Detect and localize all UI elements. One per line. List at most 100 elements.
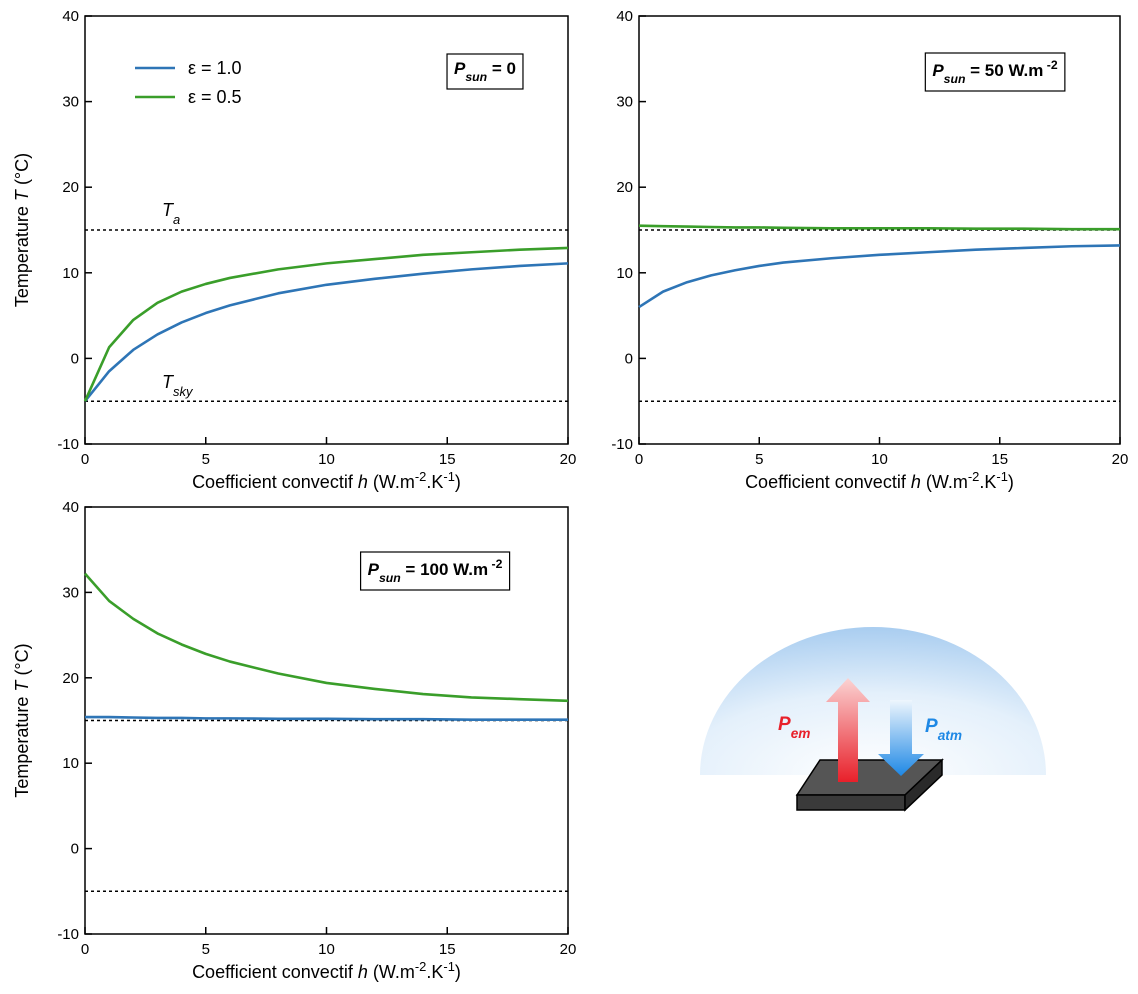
y-tick-label: 10	[616, 265, 633, 282]
y-tick-label: 0	[71, 350, 79, 367]
x-tick-label: 0	[635, 451, 643, 468]
x-tick-label: 5	[755, 451, 763, 468]
text-part: sky	[173, 384, 194, 399]
text-part: h	[358, 962, 368, 982]
text-part: = 0	[487, 59, 516, 78]
y-axis-label: Temperature T (°C)	[12, 153, 32, 307]
plate-side	[904, 758, 943, 812]
text-part: T	[12, 188, 32, 201]
text-part: T	[162, 372, 175, 392]
annotation: Psun = 100 W.m -2	[368, 557, 503, 585]
x-tick-label: 5	[202, 451, 210, 468]
x-tick-label: 5	[202, 941, 210, 958]
y-tick-label: -10	[57, 436, 79, 453]
series-line	[638, 244, 1121, 309]
diagram-label: Pem	[778, 714, 810, 741]
y-tick-label: 30	[616, 94, 633, 111]
text-part: .K	[979, 472, 996, 492]
x-tick-label: 10	[318, 451, 335, 468]
text-part: sun	[465, 70, 487, 84]
text-part: P	[368, 560, 380, 579]
text-part: a	[173, 212, 180, 227]
text-part: Temperature	[12, 201, 32, 307]
annotation: Psun = 50 W.m -2	[932, 58, 1058, 86]
legend-label: ε = 0.5	[188, 87, 242, 107]
y-tick-label: 0	[71, 841, 79, 858]
y-tick-label: -10	[611, 436, 633, 453]
atmosphere-arrow	[878, 700, 924, 776]
text-part: Temperature	[12, 692, 32, 798]
y-tick-label: 10	[62, 755, 79, 772]
x-tick-label: 15	[439, 941, 456, 958]
plate-front	[796, 794, 906, 811]
series-line	[83, 246, 569, 402]
text-part: .K	[426, 962, 443, 982]
x-axis-label: Coefficient convectif h (W.m-2.K-1)	[745, 469, 1014, 493]
y-tick-label: 10	[62, 265, 79, 282]
text-part: T	[12, 679, 32, 692]
text-part: atm	[938, 728, 962, 743]
text-part: )	[1008, 472, 1014, 492]
series-line	[638, 224, 1120, 231]
annotation-box	[924, 52, 1066, 92]
text-part: (W.m	[368, 472, 415, 492]
text-part: P	[778, 714, 791, 735]
y-tick-label: 30	[62, 94, 79, 111]
y-tick-label: 30	[62, 584, 79, 601]
text-part: -2	[415, 959, 427, 974]
text-part: .K	[426, 472, 443, 492]
diagram	[700, 627, 1046, 812]
text-part: em	[791, 726, 811, 741]
y-tick-label: 40	[62, 499, 79, 516]
x-axis-label: Coefficient convectif h (W.m-2.K-1)	[192, 469, 461, 493]
y-tick-label: 40	[62, 8, 79, 25]
text-part: -1	[443, 959, 455, 974]
text-part: Coefficient convectif	[192, 962, 358, 982]
series-line	[83, 262, 569, 403]
x-tick-label: 0	[81, 941, 89, 958]
x-axis-label: Coefficient convectif h (W.m-2.K-1)	[192, 959, 461, 983]
text-part: T	[162, 200, 175, 220]
text-part: )	[455, 962, 461, 982]
y-tick-label: 20	[62, 670, 79, 687]
annotation-box	[446, 53, 524, 90]
text-part: -2	[968, 469, 980, 484]
text-part: (W.m	[921, 472, 968, 492]
text-part: = 50 W.m	[965, 61, 1043, 80]
reference-label: Tsky	[162, 372, 194, 399]
text-part: -1	[996, 469, 1008, 484]
sky-dome	[700, 627, 1046, 775]
text-part: -1	[443, 469, 455, 484]
x-tick-label: 20	[1112, 451, 1129, 468]
x-tick-label: 15	[439, 451, 456, 468]
text-part: )	[455, 472, 461, 492]
series-line	[85, 715, 568, 721]
text-part: h	[358, 472, 368, 492]
y-tick-label: 0	[625, 350, 633, 367]
y-tick-label: -10	[57, 926, 79, 943]
text-part: sun	[379, 571, 401, 585]
x-tick-label: 10	[871, 451, 888, 468]
text-part: -2	[488, 557, 502, 571]
text-part: sun	[944, 72, 966, 86]
text-part: (°C)	[12, 153, 32, 190]
x-tick-label: 20	[560, 941, 577, 958]
text-part: h	[911, 472, 921, 492]
reference-label: Ta	[162, 200, 180, 227]
text-part: (W.m	[368, 962, 415, 982]
y-tick-label: 40	[616, 8, 633, 25]
diagram-label: Patm	[925, 716, 962, 743]
text-part: (°C)	[12, 643, 32, 680]
text-part: P	[925, 716, 938, 737]
x-tick-label: 0	[81, 451, 89, 468]
text-part: = 100 W.m	[401, 560, 488, 579]
y-tick-label: 20	[62, 179, 79, 196]
annotation: Psun = 0	[454, 59, 516, 84]
x-tick-label: 20	[560, 451, 577, 468]
text-part: P	[454, 59, 466, 78]
text-part: Coefficient convectif	[745, 472, 911, 492]
